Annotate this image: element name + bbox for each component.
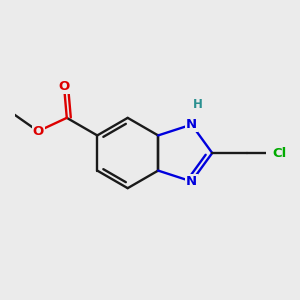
Text: N: N	[186, 118, 197, 131]
Text: H: H	[193, 98, 203, 111]
Text: O: O	[32, 125, 44, 138]
Text: Cl: Cl	[273, 146, 287, 160]
Text: O: O	[58, 80, 70, 93]
Text: N: N	[186, 175, 197, 188]
